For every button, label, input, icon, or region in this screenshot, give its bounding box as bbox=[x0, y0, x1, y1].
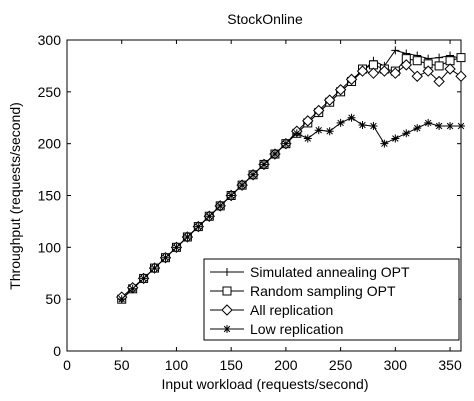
data-point bbox=[457, 122, 465, 131]
legend-box bbox=[203, 258, 460, 341]
legend-label: All replication bbox=[250, 302, 333, 318]
legend: Simulated annealing OPT Random sampling O… bbox=[203, 258, 460, 341]
data-point bbox=[356, 65, 369, 77]
y-tick-label: 250 bbox=[38, 84, 62, 100]
data-point bbox=[446, 122, 455, 131]
data-point bbox=[391, 46, 400, 55]
data-point bbox=[238, 181, 247, 190]
x-tick-label: 250 bbox=[329, 357, 353, 373]
x-tick-label: 0 bbox=[63, 357, 71, 373]
data-point bbox=[302, 115, 314, 127]
chart-title: StockOnline bbox=[227, 11, 303, 27]
data-point bbox=[433, 75, 445, 88]
data-point bbox=[455, 70, 467, 82]
data-point bbox=[391, 134, 400, 143]
data-point bbox=[227, 191, 236, 200]
data-point bbox=[303, 134, 312, 143]
legend-marker bbox=[222, 286, 232, 296]
data-point bbox=[128, 284, 137, 293]
data-point bbox=[194, 222, 203, 231]
data-point bbox=[369, 122, 378, 131]
data-point bbox=[413, 124, 422, 133]
data-point bbox=[347, 113, 356, 122]
x-tick-label: 150 bbox=[219, 357, 243, 373]
data-point bbox=[345, 73, 358, 86]
x-tick-label: 300 bbox=[384, 357, 408, 373]
data-point bbox=[161, 253, 170, 262]
data-point bbox=[435, 53, 444, 62]
legend-marker bbox=[223, 268, 231, 276]
data-point bbox=[314, 126, 323, 135]
data-point bbox=[402, 129, 411, 138]
data-point bbox=[434, 61, 444, 71]
data-point bbox=[323, 94, 336, 106]
data-point bbox=[139, 274, 148, 283]
data-point bbox=[424, 118, 433, 127]
data-point bbox=[367, 67, 380, 79]
data-point bbox=[456, 53, 466, 63]
data-point bbox=[378, 65, 391, 77]
data-point bbox=[435, 122, 444, 131]
data-point bbox=[334, 84, 347, 96]
y-axis-label: Throughput (requests/second) bbox=[7, 102, 23, 290]
data-point bbox=[411, 70, 423, 82]
y-tick-label: 300 bbox=[38, 32, 62, 48]
data-point bbox=[400, 59, 412, 71]
data-point bbox=[389, 67, 402, 79]
series-4 bbox=[117, 113, 465, 304]
x-axis-label: Input workload (requests/second) bbox=[162, 376, 369, 392]
data-point bbox=[172, 243, 181, 252]
y-tick-label: 200 bbox=[38, 136, 62, 152]
data-point bbox=[313, 104, 325, 117]
data-point bbox=[249, 170, 258, 179]
y-tick-label: 50 bbox=[45, 291, 61, 307]
data-point bbox=[380, 139, 389, 148]
data-point bbox=[260, 160, 268, 169]
data-point bbox=[205, 212, 214, 221]
y-tick-label: 0 bbox=[53, 343, 61, 359]
y-tick-label: 150 bbox=[38, 188, 62, 204]
data-point bbox=[292, 129, 301, 138]
data-point bbox=[216, 201, 225, 210]
data-point bbox=[281, 139, 290, 148]
data-point bbox=[422, 65, 434, 77]
legend-label: Simulated annealing OPT bbox=[250, 264, 410, 280]
data-point bbox=[444, 63, 456, 75]
data-point bbox=[117, 295, 126, 304]
data-point bbox=[358, 121, 367, 130]
x-tick-label: 200 bbox=[274, 357, 298, 373]
data-point bbox=[325, 127, 334, 136]
data-point bbox=[270, 150, 279, 159]
data-point bbox=[412, 56, 422, 66]
y-tick-label: 100 bbox=[38, 239, 62, 255]
legend-label: Random sampling OPT bbox=[250, 283, 396, 299]
legend-label: Low replication bbox=[250, 321, 343, 337]
data-point bbox=[150, 264, 159, 273]
data-point bbox=[183, 232, 192, 241]
x-tick-label: 350 bbox=[438, 357, 462, 373]
legend-marker bbox=[221, 304, 233, 316]
x-tick-label: 50 bbox=[114, 357, 130, 373]
x-tick-label: 100 bbox=[165, 357, 189, 373]
data-point bbox=[336, 118, 345, 127]
legend-marker bbox=[223, 325, 231, 333]
plot-area: 0 50 100 150 200 250 300 350 0 50 100 150 200 250 300 S… bbox=[38, 32, 467, 373]
